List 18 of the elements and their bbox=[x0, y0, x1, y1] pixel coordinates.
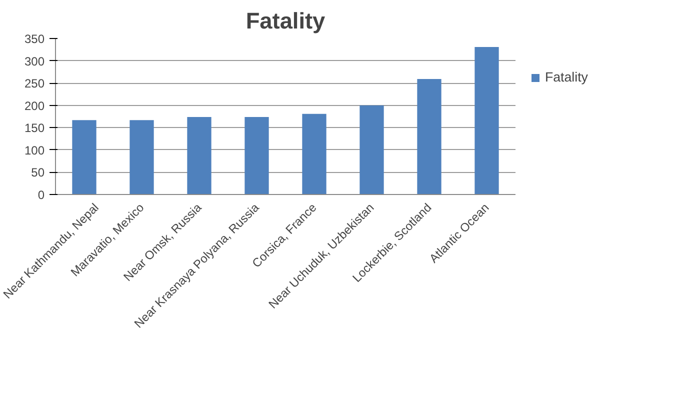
y-tick-label: 200 bbox=[24, 98, 45, 113]
bar bbox=[360, 105, 384, 194]
chart-title: Fatality bbox=[246, 8, 326, 34]
y-tick-label: 250 bbox=[24, 76, 45, 91]
bar bbox=[474, 46, 499, 194]
y-tick-label: 150 bbox=[24, 121, 45, 136]
y-tick-label: 50 bbox=[31, 166, 45, 180]
bar bbox=[417, 79, 442, 194]
bar bbox=[130, 120, 154, 194]
y-tick-label: 350 bbox=[24, 32, 45, 46]
y-tick-label: 100 bbox=[24, 143, 45, 158]
y-tick-label: 300 bbox=[24, 54, 45, 68]
bar bbox=[244, 116, 269, 194]
bar bbox=[72, 120, 96, 194]
bar bbox=[187, 116, 212, 194]
bar bbox=[302, 114, 326, 194]
y-tick-label: 0 bbox=[38, 188, 45, 202]
legend-label: Fatality bbox=[545, 70, 588, 84]
